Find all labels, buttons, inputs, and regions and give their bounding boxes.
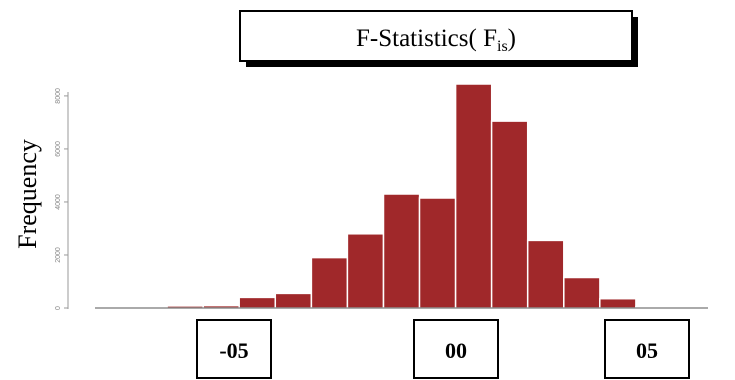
histogram-bar	[382, 193, 421, 309]
y-tick-label: 2000	[55, 247, 62, 263]
y-tick-label: 8000	[55, 88, 62, 104]
histogram-bar	[310, 256, 349, 309]
x-tick-label: -05	[219, 338, 248, 363]
x-tick-label: 05	[636, 338, 658, 363]
x-tick-box-frame	[413, 319, 499, 379]
x-tick-label: 00	[445, 338, 467, 363]
chart-title: F-Statistics( Fis)	[356, 25, 516, 55]
y-axis-ticks: 0 2000 4000 6000 8000	[55, 88, 68, 310]
x-tick-label-box-3: 05	[604, 319, 690, 379]
histogram-bar	[563, 276, 601, 309]
title-box-frame	[239, 10, 633, 62]
x-tick-box-frame	[196, 319, 272, 379]
histogram-bars	[130, 83, 673, 309]
histogram-bar	[526, 239, 565, 309]
y-tick-label: 0	[55, 306, 62, 310]
histogram-bar	[346, 233, 385, 309]
y-tick-label: 6000	[55, 141, 62, 157]
x-tick-label-box-1: -05	[196, 319, 272, 379]
histogram-bar	[599, 297, 637, 309]
histogram-bar	[274, 292, 313, 309]
x-tick-label-box-2: 00	[413, 319, 499, 379]
histogram-bar	[490, 120, 529, 309]
title-box: F-Statistics( Fis)	[239, 10, 638, 67]
histogram-bar	[454, 83, 493, 309]
y-axis-label: Frequency	[13, 139, 42, 249]
y-tick-label: 4000	[55, 194, 62, 210]
x-tick-box-frame	[604, 319, 690, 379]
histogram-bar	[238, 296, 277, 309]
histogram-bar	[418, 197, 457, 309]
